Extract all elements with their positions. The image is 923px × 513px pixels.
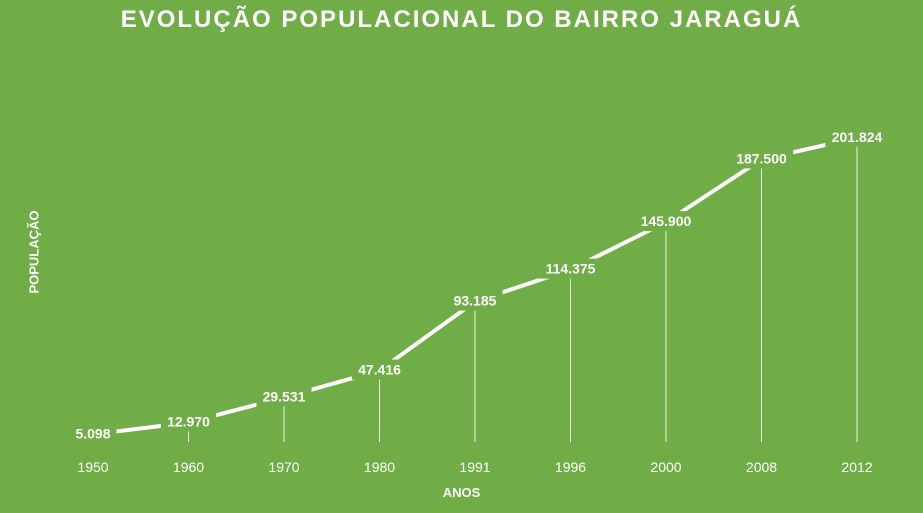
data-label-bg: [160, 411, 217, 432]
data-label-bg: [825, 126, 889, 147]
data-label-bg: [634, 211, 698, 232]
data-label-bg: [447, 290, 503, 311]
data-label-bg: [538, 258, 603, 279]
x-axis-label: ANOS: [442, 485, 481, 500]
data-label: 47.416: [358, 362, 401, 378]
x-tick-label: 1970: [268, 459, 299, 475]
x-tick-label: 2000: [650, 459, 681, 475]
x-tick-label: 2012: [841, 459, 872, 475]
x-tick-label: 1950: [77, 459, 108, 475]
x-tick-label: 1991: [459, 459, 490, 475]
data-label: 114.375: [546, 261, 596, 277]
data-label-bg: [729, 148, 794, 169]
data-label: 187.500: [736, 150, 787, 166]
data-label: 5.098: [75, 425, 110, 441]
data-label-bg: [351, 359, 408, 380]
x-tick-label: 1980: [364, 459, 395, 475]
data-label: 201.824: [832, 129, 883, 145]
data-label: 145.900: [641, 213, 692, 229]
x-tick-label: 1960: [173, 459, 204, 475]
chart-title: EVOLUÇÃO POPULACIONAL DO BAIRRO JARAGUÁ: [120, 6, 803, 33]
data-label: 93.185: [454, 293, 497, 309]
data-label-bg: [69, 423, 117, 444]
data-label: 29.531: [263, 388, 306, 404]
x-tick-label: 1996: [555, 459, 586, 475]
x-tick-label: 2008: [746, 459, 777, 475]
data-label-bg: [256, 386, 312, 407]
data-label: 12.970: [167, 413, 210, 429]
